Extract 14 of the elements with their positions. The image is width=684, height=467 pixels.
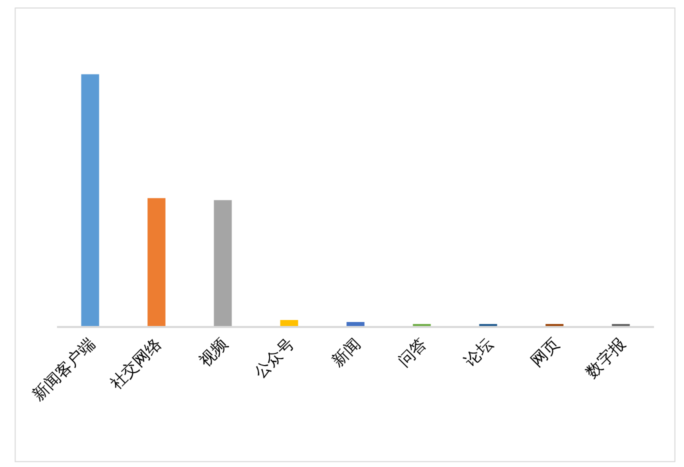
x-tick-label: 公众号: [252, 336, 298, 382]
bar: [81, 74, 100, 326]
bar: [346, 322, 364, 326]
x-tick-label: 论坛: [462, 336, 497, 370]
x-tick-label: 数字报: [582, 334, 630, 382]
x-tick-label: 新闻客户端: [29, 334, 99, 404]
x-tick-label: 社交网络: [107, 334, 165, 393]
x-tick-label: 视频: [196, 334, 232, 370]
x-tick-label: 网页: [528, 336, 563, 370]
bar: [148, 198, 166, 326]
x-tick-label: 新闻: [328, 334, 364, 370]
bar: [280, 320, 298, 326]
bar: [214, 200, 232, 326]
x-tick-label: 问答: [394, 334, 430, 370]
